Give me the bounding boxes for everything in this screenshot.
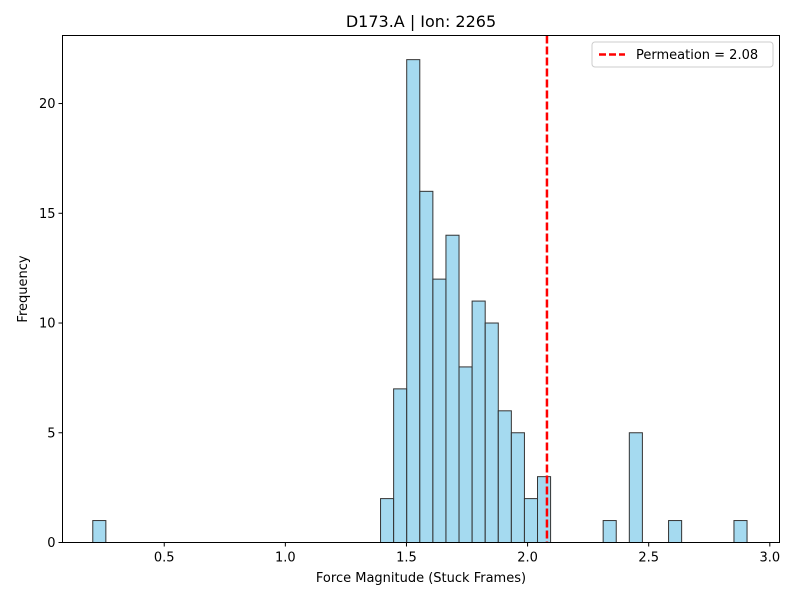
histogram-bar [445,234,460,544]
chart-title: D173.A | Ion: 2265 [346,12,496,31]
histogram-bar [380,498,395,543]
legend-box [591,41,774,68]
legend-label: Permeation = 2.08 [636,48,758,63]
histogram-bar [510,432,525,543]
legend: Permeation = 2.08 [591,41,774,68]
x-tick-label: 2.0 [517,551,538,566]
x-tick-label: 0.5 [154,551,175,566]
x-tick-label: 3.0 [759,551,780,566]
x-tick-label: 1.5 [396,551,417,566]
histogram-bar [497,410,512,543]
y-tick-label: 20 [39,97,56,112]
x-axis-title: Force Magnitude (Stuck Frames) [316,571,526,586]
histogram-bar [406,59,421,544]
y-tick-label: 15 [39,207,56,222]
histogram-bar [419,190,434,543]
histogram-bar [628,432,643,543]
histogram-bar [537,476,552,544]
y-tick-label: 0 [47,536,55,551]
histogram-bar [602,520,617,543]
bars-group [92,59,748,544]
x-tick-label: 1.0 [275,551,296,566]
histogram-bar [393,388,408,544]
histogram-bar [733,520,748,543]
histogram-bar [484,322,499,543]
plot-frame [62,35,780,543]
y-axis-title: Frequency [16,255,31,322]
y-axis-ticks: 0 5 10 15 20 [39,97,63,551]
histogram-bar [471,300,486,544]
histogram-bar [92,520,107,543]
histogram-bar [523,498,539,543]
y-tick-label: 5 [47,426,55,441]
x-tick-label: 2.5 [638,551,659,566]
histogram-bar [668,520,683,543]
y-tick-label: 10 [39,317,56,332]
x-axis-ticks: 0.5 1.0 1.5 2.0 2.5 3.0 [154,542,780,566]
histogram-bar [432,278,447,543]
histogram-bar [458,366,473,543]
